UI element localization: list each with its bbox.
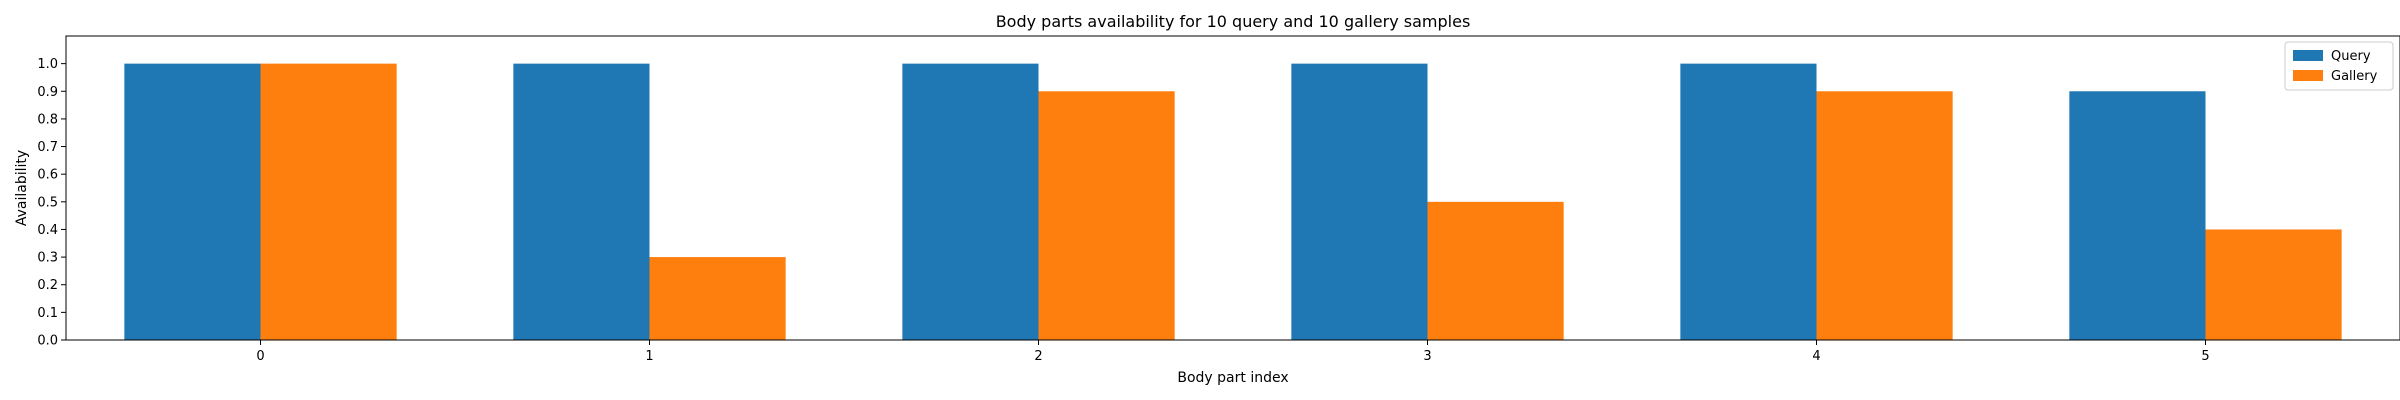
- y-tick-label: 0.6: [37, 168, 58, 183]
- y-tick-label: 1.0: [37, 57, 58, 72]
- legend-label-query: Query: [2331, 49, 2371, 64]
- y-tick-label: 0.5: [37, 195, 58, 210]
- y-tick-label: 0.0: [37, 334, 58, 349]
- chart-title: Body parts availability for 10 query and…: [996, 12, 1471, 31]
- gallery-bar-3: [1427, 201, 1564, 340]
- bars-group: [124, 63, 2342, 341]
- legend-swatch-gallery: [2293, 70, 2323, 81]
- y-tick-label: 0.4: [37, 223, 58, 238]
- legend-swatch-query: [2293, 50, 2323, 61]
- gallery-bar-0: [260, 63, 397, 341]
- x-axis-label: Body part index: [1177, 370, 1288, 386]
- axes-frame: [65, 35, 2400, 341]
- x-tick-label: 1: [645, 349, 653, 364]
- y-tick-label: 0.3: [37, 251, 58, 266]
- gallery-bar-4: [1816, 91, 1953, 340]
- y-tick-label: 0.2: [37, 278, 58, 293]
- legend-label-gallery: Gallery: [2331, 69, 2378, 84]
- query-bar-2: [902, 63, 1039, 341]
- x-axis-ticks: 0 1 2 3 4 5: [256, 340, 2210, 364]
- gallery-bar-1: [649, 257, 786, 340]
- x-tick-label: 4: [1812, 349, 1820, 364]
- query-bar-1: [513, 63, 650, 341]
- y-tick-label: 0.1: [37, 306, 58, 321]
- y-tick-label: 0.9: [37, 85, 58, 100]
- y-tick-label: 0.7: [37, 140, 58, 155]
- x-tick-label: 0: [256, 349, 264, 364]
- x-tick-label: 2: [1034, 349, 1042, 364]
- query-bar-3: [1291, 63, 1428, 341]
- query-bar-5: [2069, 91, 2206, 340]
- y-axis-label: Availability: [14, 150, 30, 226]
- x-tick-label: 3: [1423, 349, 1431, 364]
- gallery-bar-5: [2205, 229, 2342, 340]
- y-tick-label: 0.8: [37, 112, 58, 127]
- query-bar-0: [124, 63, 261, 341]
- query-bar-4: [1680, 63, 1817, 341]
- legend: Query Gallery: [2284, 41, 2394, 91]
- y-axis-ticks: 0.0 0.1 0.2 0.3 0.4 0.5 0.6 0.7 0.8 0.9 1.0: [37, 57, 66, 349]
- x-tick-label: 5: [2201, 349, 2209, 364]
- gallery-bar-2: [1038, 91, 1175, 340]
